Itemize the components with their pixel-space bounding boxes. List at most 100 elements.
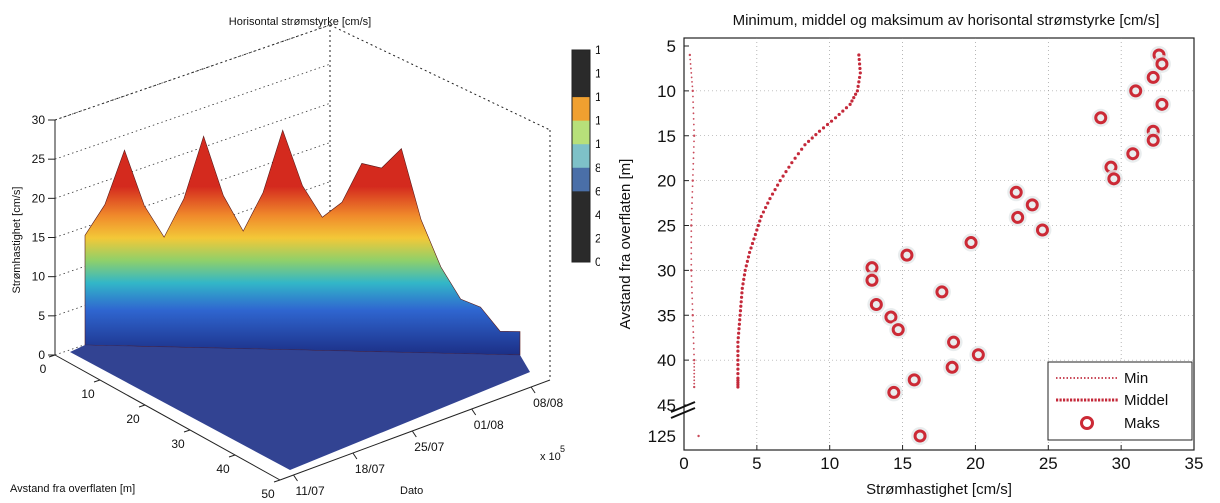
x-axis-ticks: 0 5 10 15 20 25 30 35 [679, 445, 1203, 473]
date-axis-ticks: 11/07 18/07 25/07 01/08 08/08 [293, 386, 563, 498]
middel-point [758, 219, 762, 223]
middel-point [736, 363, 740, 367]
x-tick-label: 30 [1112, 454, 1131, 473]
depth-tick-label: 10 [81, 387, 95, 401]
middel-point [744, 264, 748, 268]
legend-middel-label: Middel [1124, 392, 1168, 409]
middel-point [736, 358, 740, 362]
z-tick-label: 0 [38, 348, 45, 362]
profile-chart-panel: Minimum, middel og maksimum av horisonta… [600, 0, 1220, 498]
maks-point [891, 323, 905, 337]
middel-point [776, 183, 780, 187]
maks-point [884, 310, 898, 324]
surface-floor [70, 345, 530, 470]
depth-tick-mark [93, 379, 101, 383]
middel-point [848, 102, 852, 106]
middel-point [736, 376, 740, 380]
min-trace-dot [690, 218, 693, 221]
y-tick-label: 20 [657, 172, 676, 191]
middel-point [740, 291, 744, 295]
middel-point [764, 205, 768, 210]
middel-point [736, 349, 740, 353]
min-point [693, 134, 696, 137]
middel-point [738, 313, 742, 317]
middel-point [857, 53, 861, 57]
middel-point [737, 322, 741, 326]
middel-point [778, 179, 782, 183]
min-point [693, 358, 696, 362]
depth-tick-label: 50 [261, 487, 275, 498]
min-trace-dot [693, 372, 696, 375]
min-trace-dot [692, 101, 695, 103]
z-tick-label: 5 [38, 309, 45, 323]
middel-point [736, 380, 740, 385]
min-trace-dot [693, 362, 696, 365]
legend: Min Middel Maks [1047, 361, 1193, 441]
min-trace-dot [690, 213, 693, 216]
y-tick-label: 35 [657, 306, 676, 325]
min-trace-dot [693, 382, 696, 385]
maks-point [1155, 97, 1169, 111]
maks-point [887, 385, 901, 399]
min-trace-dot [692, 112, 695, 115]
middel-point [855, 89, 859, 93]
maks-point [1035, 223, 1049, 237]
min-trace-dot [690, 241, 693, 244]
y-tick-label: 30 [657, 261, 676, 280]
min-trace-dot [692, 157, 695, 160]
legend-maks-label: Maks [1124, 415, 1160, 432]
min-trace-dot [690, 247, 693, 249]
maks-point [900, 248, 914, 262]
y-axis-ticks: 5 10 15 20 25 30 35 40 45 [657, 37, 689, 415]
middel-point [753, 232, 757, 237]
colorbar-tick-label: 0 [595, 255, 600, 269]
min-trace-dot [690, 280, 693, 283]
x-tick-label: 15 [893, 454, 912, 473]
depth-tick-label: 30 [171, 437, 185, 451]
middel-point [803, 143, 807, 147]
date-tick-mark [411, 430, 417, 438]
series-maks [862, 45, 1171, 445]
middel-point [857, 75, 862, 80]
min-point [693, 385, 696, 389]
date-multiplier-exponent: 5 [560, 444, 565, 454]
colorbar-segment [572, 120, 590, 145]
min-trace-dot [691, 202, 693, 204]
middel-point [736, 354, 740, 358]
date-tick-mark [352, 452, 358, 460]
middel-point [759, 214, 763, 219]
colorbar-segment [572, 167, 590, 192]
surface-chart-panel: Horisontal strømstyrke [cm/s] 0 5 10 15 20 25… [0, 0, 609, 501]
middel-point [736, 378, 740, 382]
min-trace-dot [692, 146, 695, 148]
z-grid-line [54, 102, 331, 199]
middel-point [742, 277, 746, 281]
min-trace-dot [690, 252, 693, 255]
middel-point [833, 116, 838, 120]
maks-point [964, 236, 978, 250]
series-middel [736, 53, 862, 389]
date-tick-label: 25/07 [414, 440, 444, 454]
y-tick-label: 15 [657, 127, 676, 146]
surface-axes [54, 354, 551, 481]
surface-chart: Horisontal strømstyrke [cm/s] 0510152025… [10, 16, 609, 501]
maks-point [1025, 198, 1039, 212]
z-tick-label: 30 [32, 113, 46, 127]
min-point [697, 434, 700, 438]
middel-point [857, 57, 861, 62]
middel-point [857, 80, 861, 84]
middel-point [800, 147, 804, 151]
z-grid-line [54, 63, 331, 160]
maks-point [945, 360, 959, 374]
middel-point [736, 383, 740, 387]
middel-point [806, 139, 811, 143]
date-tick-label: 18/07 [355, 462, 385, 476]
middel-point [844, 106, 849, 110]
depth-axis-label: Avstand fra overflaten [m] [10, 483, 135, 495]
surface-body [84, 129, 521, 356]
colorbar-tick-label: 2 [595, 231, 600, 245]
depth-tick-mark [273, 479, 281, 483]
x-tick-label: 10 [820, 454, 839, 473]
min-trace-dot [692, 348, 695, 350]
min-trace-dot [690, 263, 693, 266]
